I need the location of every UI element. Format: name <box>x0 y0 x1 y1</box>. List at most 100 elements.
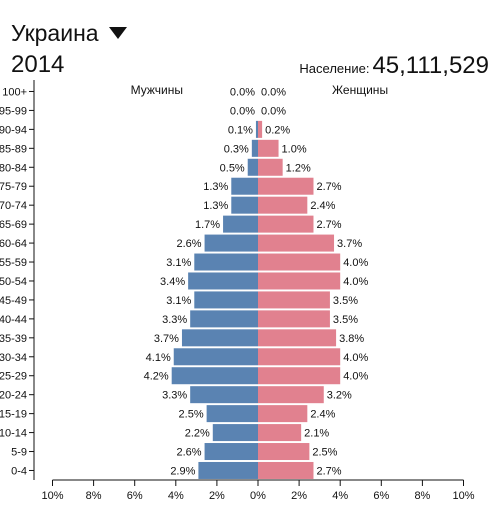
country-name: Украина <box>11 20 99 46</box>
x-tick-label: 6% <box>373 490 389 502</box>
data-label-female: 4.0% <box>343 352 368 364</box>
y-tick-label: 40-44 <box>0 314 27 326</box>
bar-male[interactable] <box>223 215 258 233</box>
data-label-male: 3.3% <box>162 314 187 326</box>
data-label-female: 3.5% <box>333 295 358 307</box>
bar-female[interactable] <box>258 386 324 404</box>
data-label-female: 4.0% <box>343 371 368 383</box>
bar-male[interactable] <box>255 120 258 138</box>
data-label-female: 1.2% <box>286 162 311 174</box>
bar-male[interactable] <box>188 272 258 290</box>
bar-female[interactable] <box>258 215 314 233</box>
data-label-female: 0.2% <box>265 124 290 136</box>
bar-female[interactable] <box>258 234 335 252</box>
bar-male[interactable] <box>231 196 258 214</box>
data-label-female: 2.5% <box>312 447 337 459</box>
bar-female[interactable] <box>258 158 283 176</box>
bar-female[interactable] <box>258 253 341 271</box>
bar-male[interactable] <box>194 291 258 309</box>
x-tick-label: 2% <box>291 490 307 502</box>
bar-female[interactable] <box>258 139 279 157</box>
legend-male: Мужчины <box>131 83 183 97</box>
year-label: 2014 <box>11 51 65 78</box>
data-label-female: 3.5% <box>333 314 358 326</box>
dropdown-triangle-icon <box>108 26 127 39</box>
bar-male[interactable] <box>194 253 258 271</box>
data-label-male: 4.2% <box>144 371 169 383</box>
y-tick-label: 30-34 <box>0 352 27 364</box>
data-label-female: 4.0% <box>343 276 368 288</box>
y-tick-label: 55-59 <box>0 257 27 269</box>
bar-female[interactable] <box>258 177 314 195</box>
bar-female[interactable] <box>258 405 308 423</box>
population-label: Население: <box>299 61 370 76</box>
x-tick-label: 0% <box>250 490 266 502</box>
data-label-male: 3.3% <box>162 390 187 402</box>
bar-male[interactable] <box>206 405 258 423</box>
x-tick-label: 6% <box>127 490 143 502</box>
data-label-male: 2.2% <box>185 428 210 440</box>
bar-male[interactable] <box>231 177 258 195</box>
bar-female[interactable] <box>258 424 302 442</box>
bar-female[interactable] <box>258 329 337 347</box>
y-tick-label: 0-4 <box>11 465 27 477</box>
bar-male[interactable] <box>190 310 258 328</box>
bar-male[interactable] <box>173 348 258 366</box>
bar-male[interactable] <box>190 386 258 404</box>
bar-female[interactable] <box>258 120 263 138</box>
y-tick-label: 35-39 <box>0 333 27 345</box>
y-tick-label: 45-49 <box>0 295 27 307</box>
data-label-female: 2.7% <box>316 219 341 231</box>
data-label-male: 2.6% <box>176 238 201 250</box>
data-label-male: 0.1% <box>228 124 253 136</box>
bar-male[interactable] <box>251 139 258 157</box>
y-tick-label: 100+ <box>2 86 27 98</box>
data-label-female: 3.7% <box>337 238 362 250</box>
data-label-male: 3.4% <box>160 276 185 288</box>
population-readout: Население: 45,111,529 <box>299 52 489 80</box>
bar-male[interactable] <box>181 329 258 347</box>
y-tick-label: 90-94 <box>0 124 27 136</box>
bar-female[interactable] <box>258 367 341 385</box>
x-tick-label: 8% <box>86 490 102 502</box>
bar-male[interactable] <box>204 443 258 461</box>
x-tick-label: 4% <box>168 490 184 502</box>
data-label-male: 3.7% <box>154 333 179 345</box>
bar-female[interactable] <box>258 272 341 290</box>
data-label-male: 1.3% <box>203 200 228 212</box>
data-label-female: 3.2% <box>327 390 352 402</box>
bar-male[interactable] <box>198 461 258 479</box>
bar-female[interactable] <box>258 348 341 366</box>
y-tick-label: 95-99 <box>0 105 27 117</box>
data-label-male: 4.1% <box>146 352 171 364</box>
y-tick-label: 25-29 <box>0 371 27 383</box>
data-label-male: 0.3% <box>224 143 249 155</box>
y-tick-label: 85-89 <box>0 143 27 155</box>
bar-male[interactable] <box>212 424 258 442</box>
data-label-female: 3.8% <box>339 333 364 345</box>
data-label-female: 0.0% <box>261 105 286 117</box>
data-label-female: 2.1% <box>304 428 329 440</box>
bar-female[interactable] <box>258 443 310 461</box>
y-tick-label: 65-69 <box>0 219 27 231</box>
y-tick-label: 75-79 <box>0 181 27 193</box>
data-label-female: 0.0% <box>261 86 286 98</box>
data-label-male: 2.9% <box>170 465 195 477</box>
bar-female[interactable] <box>258 196 308 214</box>
bar-female[interactable] <box>258 310 330 328</box>
x-tick-label: 10% <box>452 490 474 502</box>
bar-female[interactable] <box>258 461 314 479</box>
country-selector[interactable]: Украина <box>11 19 127 47</box>
legend-female: Женщины <box>332 83 388 97</box>
bar-male[interactable] <box>247 158 258 176</box>
x-tick-label: 10% <box>41 490 63 502</box>
data-label-male: 0.0% <box>230 86 255 98</box>
data-label-female: 4.0% <box>343 257 368 269</box>
bar-male[interactable] <box>204 234 258 252</box>
bar-female[interactable] <box>258 291 330 309</box>
data-label-male: 3.1% <box>166 257 191 269</box>
data-label-female: 2.7% <box>316 465 341 477</box>
bar-male[interactable] <box>171 367 258 385</box>
y-tick-label: 5-9 <box>11 447 27 459</box>
